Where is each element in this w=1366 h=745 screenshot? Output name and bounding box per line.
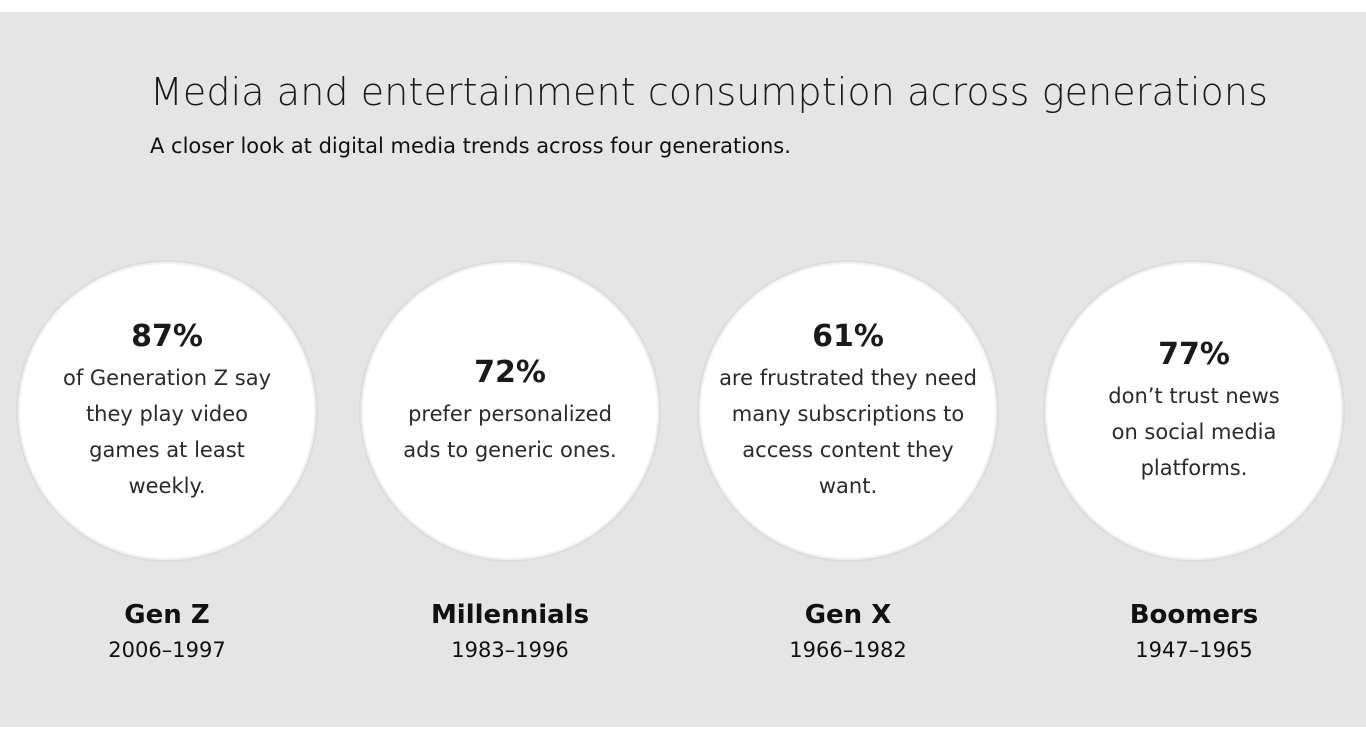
generation-name: Boomers — [1129, 600, 1259, 630]
generation-name: Millennials — [430, 600, 590, 630]
stat-circle: 87% of Generation Z say they play video … — [20, 264, 314, 558]
stat-value: 87% — [131, 318, 203, 354]
stat-description: prefer personalized ads to generic ones. — [403, 401, 617, 462]
generation-years: 1947–1965 — [1135, 638, 1253, 662]
generation-years: 1983–1996 — [451, 638, 569, 662]
generation-years: 1966–1982 — [789, 638, 907, 662]
stat-value: 77% — [1158, 336, 1230, 372]
page-title: Media and entertainment consumption acro… — [150, 70, 1268, 114]
generation-millennials: 72% prefer personalized ads to generic o… — [355, 252, 665, 672]
stat-circle: 72% prefer personalized ads to generic o… — [363, 264, 657, 558]
infographic-panel: Media and entertainment consumption acro… — [0, 12, 1366, 727]
generation-name: Gen X — [804, 600, 892, 630]
stat-circle: 77% don’t trust news on social media pla… — [1047, 264, 1341, 558]
page-subtitle: A closer look at digital media trends ac… — [150, 134, 791, 158]
generation-years: 2006–1997 — [108, 638, 226, 662]
generation-name: Gen Z — [124, 600, 210, 630]
generation-gen-x: 61% are frustrated they need many subscr… — [693, 252, 1003, 672]
generation-boomers: 77% don’t trust news on social media pla… — [1039, 252, 1349, 672]
stat-description: of Generation Z say they play video game… — [62, 365, 272, 498]
generation-gen-z: 87% of Generation Z say they play video … — [12, 252, 322, 672]
stat-value: 72% — [474, 354, 546, 390]
stat-description: don’t trust news on social media platfor… — [1108, 383, 1280, 480]
stat-description: are frustrated they need many subscripti… — [719, 365, 977, 498]
stat-value: 61% — [812, 318, 884, 354]
stat-circle: 61% are frustrated they need many subscr… — [701, 264, 995, 558]
